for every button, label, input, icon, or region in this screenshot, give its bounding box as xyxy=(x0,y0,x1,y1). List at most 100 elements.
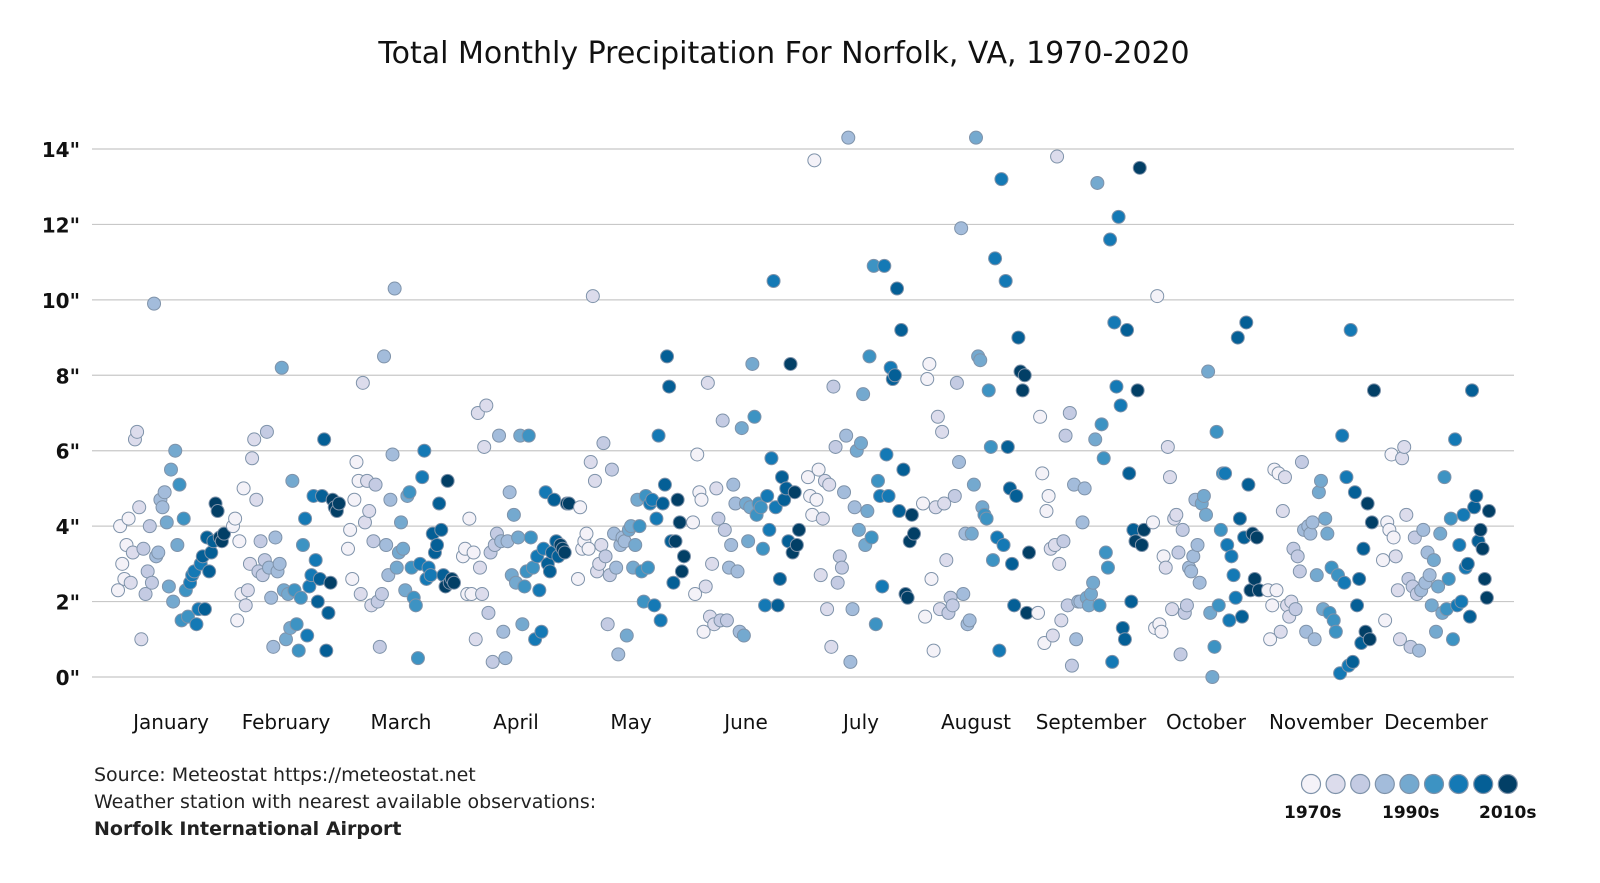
data-point xyxy=(600,617,615,632)
data-point xyxy=(1062,406,1077,420)
data-point xyxy=(1469,488,1484,503)
data-point xyxy=(1305,515,1320,530)
source-text: Source: Meteostat https://meteostat.net xyxy=(94,764,476,786)
data-point xyxy=(730,564,745,579)
data-point xyxy=(945,598,960,613)
data-point xyxy=(655,496,670,511)
data-point xyxy=(272,556,287,571)
data-point xyxy=(523,530,538,545)
x-tick-label: January xyxy=(131,710,209,734)
data-point xyxy=(417,443,432,458)
data-point xyxy=(228,511,243,526)
data-point xyxy=(532,583,547,598)
x-tick-label: December xyxy=(1384,710,1488,734)
data-point xyxy=(705,556,720,571)
data-point xyxy=(1222,613,1237,628)
data-point xyxy=(430,538,445,552)
data-point xyxy=(353,587,368,602)
data-point xyxy=(875,579,890,594)
data-point xyxy=(717,522,732,537)
data-point xyxy=(1437,470,1452,485)
data-point xyxy=(1479,590,1494,605)
data-point xyxy=(670,492,685,507)
data-point xyxy=(745,356,760,371)
data-point xyxy=(347,492,362,507)
data-point xyxy=(432,496,447,511)
data-point xyxy=(144,575,159,590)
data-point xyxy=(573,500,588,515)
data-point xyxy=(918,609,933,624)
data-point xyxy=(1103,232,1118,247)
data-point xyxy=(1132,160,1147,175)
x-tick-label: May xyxy=(610,710,652,734)
data-point xyxy=(1475,541,1490,556)
data-point xyxy=(1205,670,1220,684)
data-point xyxy=(217,526,231,541)
x-tick-label: April xyxy=(493,710,539,734)
data-point xyxy=(1392,632,1407,647)
data-point xyxy=(952,455,967,470)
data-point xyxy=(1416,522,1431,537)
data-point xyxy=(136,541,151,556)
legend-swatch xyxy=(1423,773,1445,795)
data-point xyxy=(820,602,835,617)
data-point xyxy=(1328,624,1343,639)
data-point xyxy=(1160,439,1175,454)
data-point xyxy=(300,628,315,643)
data-point xyxy=(1122,466,1137,481)
data-point xyxy=(415,470,430,485)
data-point xyxy=(1211,598,1226,613)
data-point xyxy=(1165,602,1180,617)
data-point xyxy=(1096,451,1111,466)
data-point xyxy=(372,639,387,654)
data-point xyxy=(481,605,496,620)
data-point xyxy=(657,477,672,492)
data-point xyxy=(1362,632,1377,647)
data-point xyxy=(847,500,862,515)
data-point xyxy=(854,436,868,451)
data-point xyxy=(240,583,255,598)
data-point xyxy=(368,477,383,492)
data-point xyxy=(811,462,826,477)
data-point xyxy=(121,511,136,526)
data-point xyxy=(230,613,245,628)
data-point xyxy=(394,515,408,530)
data-point xyxy=(1035,466,1050,481)
data-point xyxy=(468,632,483,647)
data-point xyxy=(362,504,377,519)
data-point xyxy=(760,488,775,503)
x-tick-label: October xyxy=(1166,710,1247,734)
data-point xyxy=(1098,545,1113,560)
data-point xyxy=(1107,315,1122,330)
data-point xyxy=(1196,488,1211,503)
data-point xyxy=(170,538,185,552)
data-point xyxy=(1241,477,1256,492)
data-point xyxy=(377,349,392,364)
data-point xyxy=(736,628,751,643)
data-point xyxy=(1239,315,1254,330)
data-point xyxy=(1171,545,1186,560)
data-point xyxy=(374,587,389,602)
data-point xyxy=(907,526,921,541)
data-point xyxy=(830,575,845,590)
data-point xyxy=(1395,451,1410,466)
data-point xyxy=(947,488,962,503)
data-point xyxy=(969,130,983,145)
data-point xyxy=(939,553,954,568)
data-point xyxy=(824,639,839,654)
data-point xyxy=(1273,624,1288,639)
data-point xyxy=(1445,632,1460,647)
data-point xyxy=(985,553,1000,568)
data-point xyxy=(1190,538,1205,552)
data-point xyxy=(1162,470,1177,485)
data-point xyxy=(385,447,400,462)
data-point xyxy=(1007,598,1022,613)
data-point xyxy=(988,251,1003,266)
data-point xyxy=(877,258,892,273)
data-point xyxy=(904,507,919,522)
data-point xyxy=(1052,556,1067,571)
data-point xyxy=(1343,323,1358,338)
data-point xyxy=(726,477,741,492)
data-point xyxy=(700,375,715,390)
data-point xyxy=(996,538,1011,552)
